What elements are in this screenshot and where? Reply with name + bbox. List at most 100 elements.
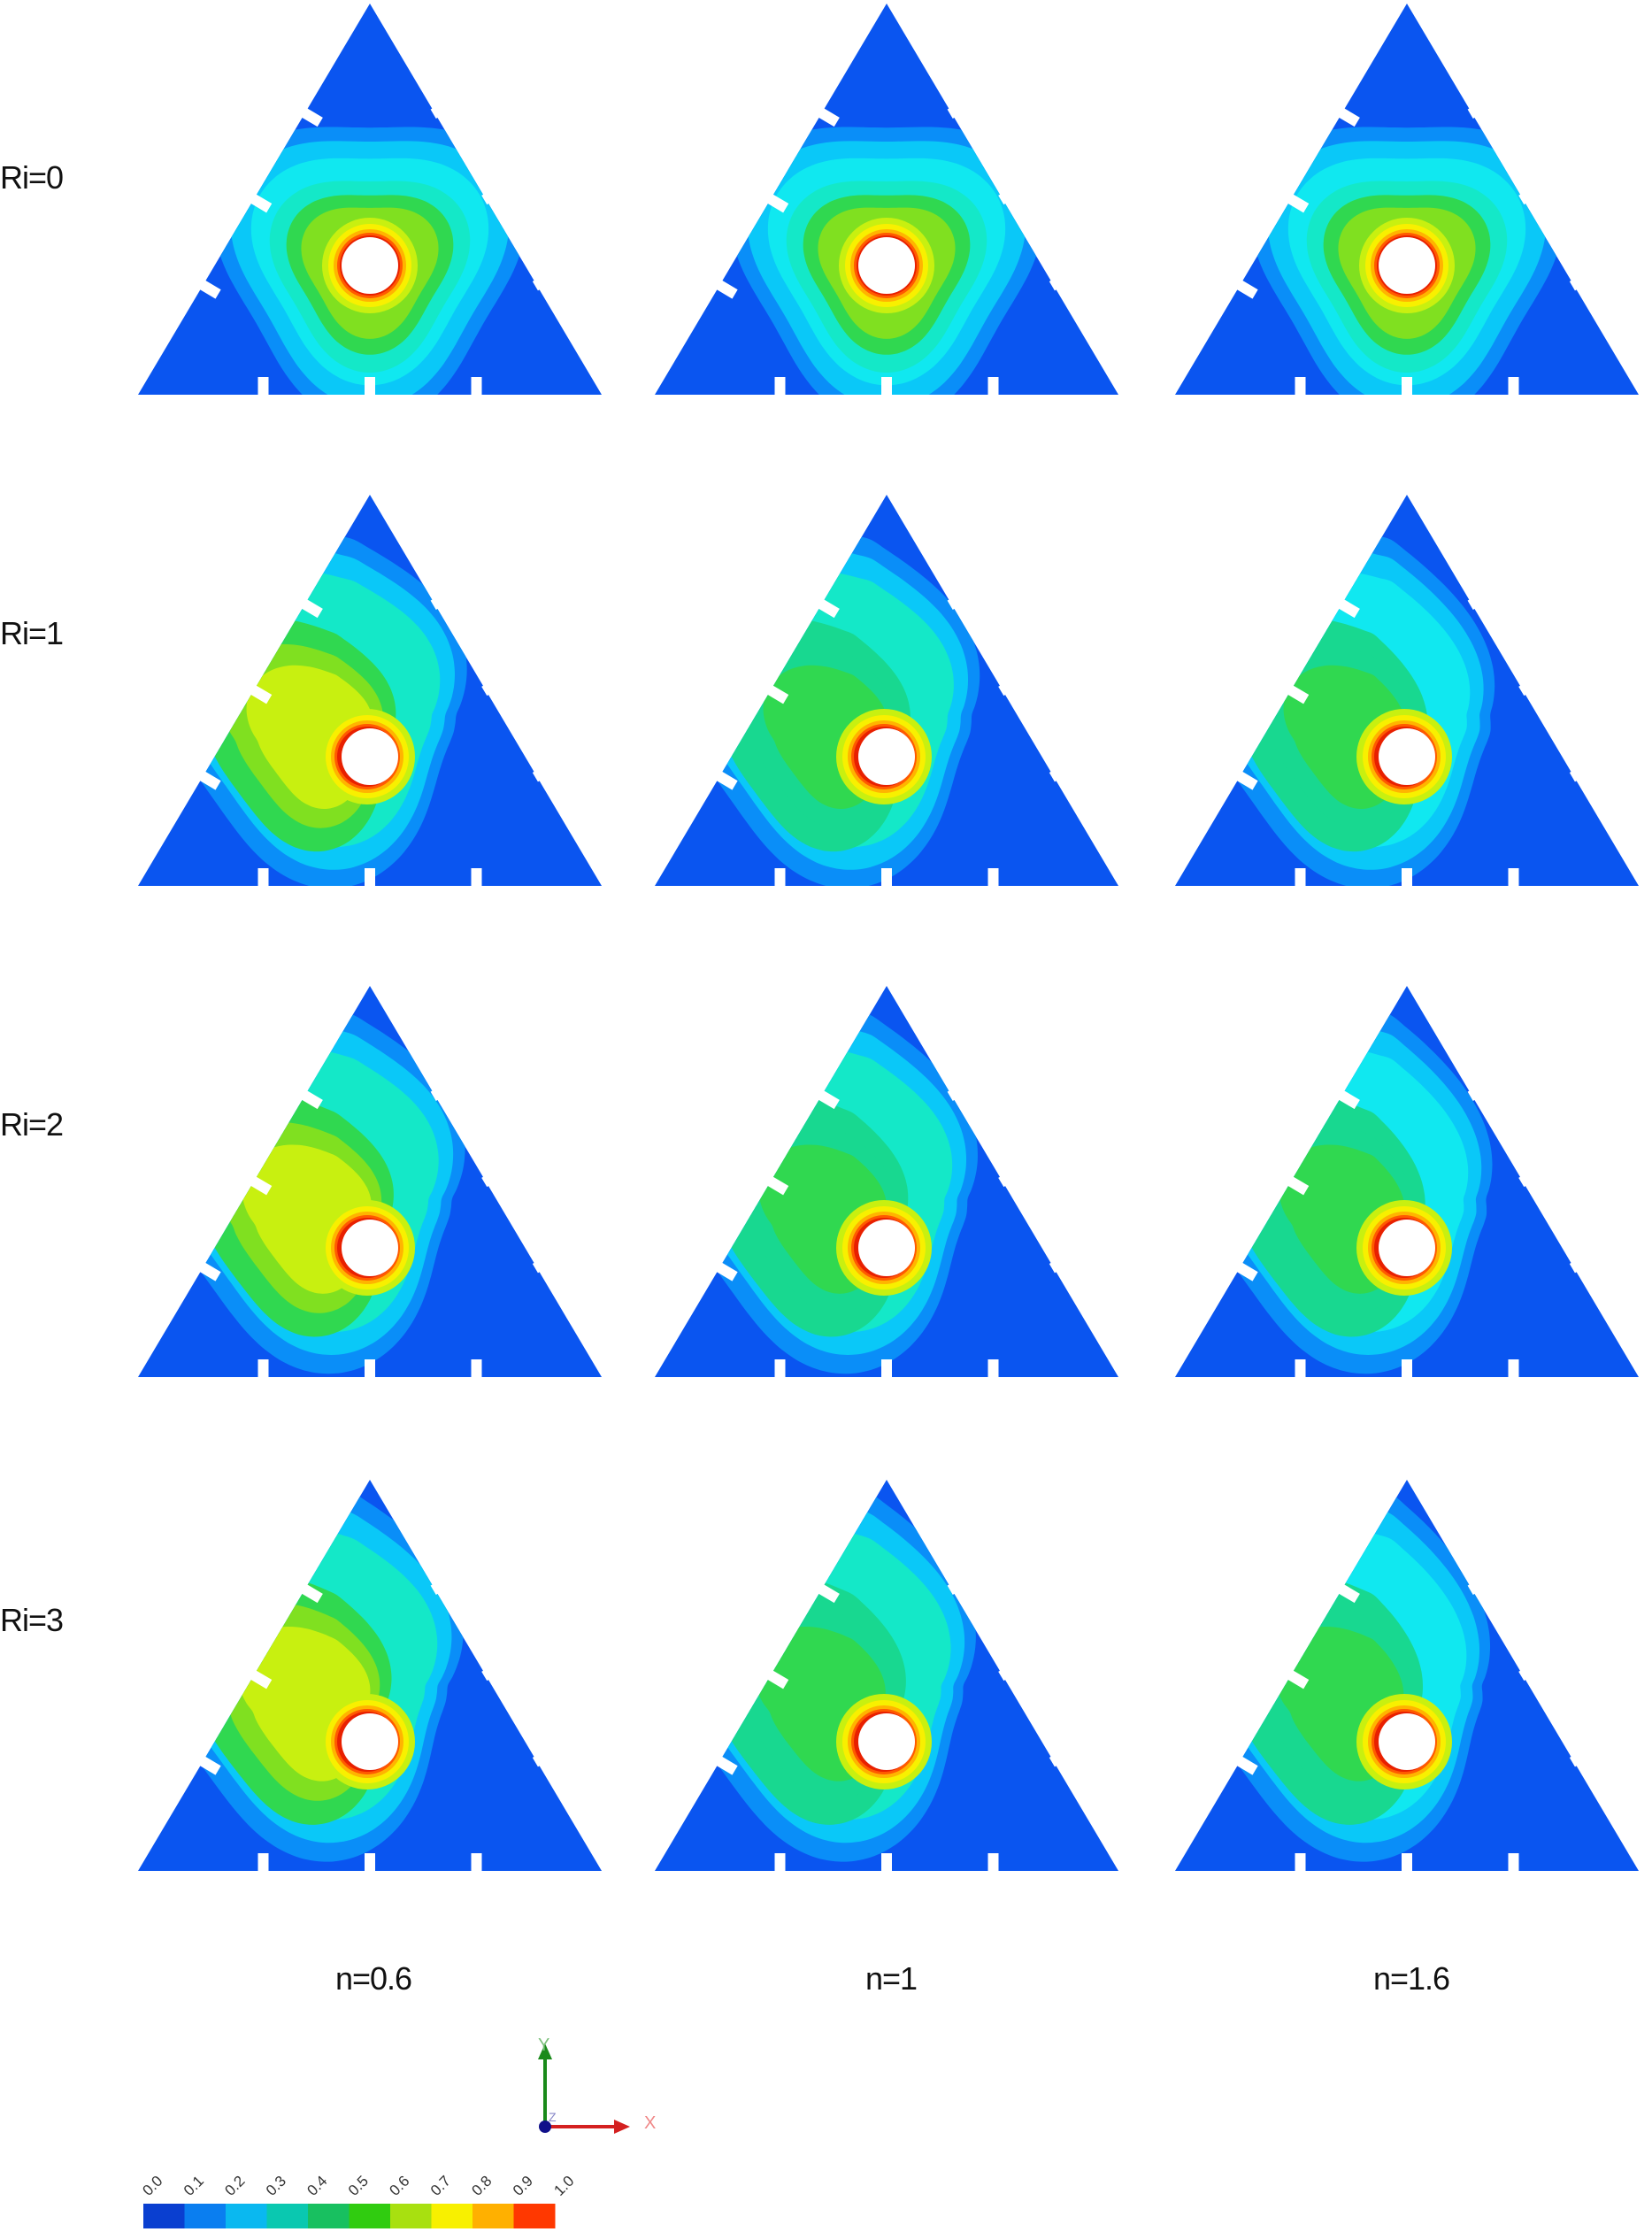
edge-slot [1337,598,1360,619]
edge-slot [947,590,970,610]
legend-swatch [226,2204,267,2228]
edge-slot [1235,1262,1258,1281]
edge-slot [1402,1853,1412,1873]
heated-cylinder [342,1713,398,1770]
edge-slot [365,377,375,396]
edge-slot [250,1175,273,1196]
legend-swatch [308,2204,350,2228]
edge-slot [1337,1089,1360,1110]
edge-slot [774,868,786,888]
contour-ri3-n1p6 [1168,1476,1646,1892]
edge-slot [532,271,555,291]
edge-slot [766,1669,789,1689]
edge-slot [300,1583,323,1604]
color-legend: 0.0 0.1 0.2 0.3 0.4 0.5 0.6 0.7 0.8 0.9 1.0 [142,2173,578,2228]
row-label-ri-3: Ri=3 [0,1602,64,1638]
legend-tick-label: 0.2 [221,2173,248,2199]
edge-slot [1569,1253,1592,1274]
edge-slot [365,868,375,888]
col-label-n-0p6: n=0.6 [334,1960,412,1997]
edge-slot [1287,193,1310,213]
edge-slot [947,1575,970,1595]
edge-slot [300,107,323,127]
edge-slot [1569,271,1592,291]
edge-slot [1295,1853,1306,1873]
edge-slot [1402,868,1412,888]
edge-slot [1287,1175,1310,1196]
edge-slot [1518,676,1541,697]
axis-triad: Y X Z [538,2036,656,2134]
edge-slot [532,1253,555,1274]
legend-tick-label: 0.8 [468,2173,495,2199]
edge-slot [532,762,555,782]
legend-tick-label: 1.0 [550,2173,577,2199]
heated-cylinder [1379,1220,1435,1276]
heated-cylinder [1379,728,1435,785]
edge-slot [481,185,504,205]
edge-slot [1467,1575,1490,1595]
edge-slot [198,280,221,299]
heated-cylinder [1379,237,1435,294]
contour-ri0-n1 [648,0,1126,416]
legend-swatch [473,2204,514,2228]
edge-slot [430,1081,453,1101]
edge-slot [1295,1359,1306,1379]
z-axis-label: Z [549,2110,557,2124]
row-label-ri-0: Ri=0 [0,159,64,196]
edge-slot [430,99,453,119]
contour-ri2-n1 [648,982,1126,1398]
edge-slot [250,1669,273,1689]
edge-slot [987,377,999,396]
edge-slot [1518,185,1541,205]
edge-slot [715,1756,738,1775]
heated-cylinder [858,1220,915,1276]
row-label-ri-1: Ri=1 [0,615,64,651]
edge-slot [947,1081,970,1101]
legend-tick-label: 0.0 [142,2173,166,2199]
legend-swatches [143,2204,556,2228]
legend-tick-label: 0.4 [304,2173,330,2199]
edge-slot [766,1175,789,1196]
edge-slot [987,868,999,888]
edge-slot [471,1853,482,1873]
edge-slot [1235,771,1258,790]
edge-slot [1049,271,1072,291]
contour-ri1-n1 [648,491,1126,907]
edge-slot [198,771,221,790]
legend-swatch [390,2204,432,2228]
edge-slot [817,1583,840,1604]
edge-slot [715,280,738,299]
edge-slot [250,193,273,213]
edge-slot [198,1262,221,1281]
contour-ri3-n0p6 [131,1476,609,1892]
edge-slot [257,1853,269,1873]
edge-slot [1518,1167,1541,1188]
contour-ri3-n1 [648,1476,1126,1892]
contour-ri1-n0p6 [131,491,609,907]
edge-slot [481,676,504,697]
x-arrowhead-icon [614,2120,630,2134]
edge-slot [817,1089,840,1110]
edge-slot [1049,1747,1072,1767]
edge-slot [471,1359,482,1379]
contour-ri0-n1p6 [1168,0,1646,416]
edge-slot [947,99,970,119]
edge-slot [430,1575,453,1595]
edge-slot [1049,1253,1072,1274]
edge-slot [1508,1359,1519,1379]
edge-slot [881,1853,892,1873]
edge-slot [250,684,273,704]
edge-slot [1467,1081,1490,1101]
edge-slot [817,598,840,619]
edge-slot [998,1661,1021,1682]
contour-ri2-n1p6 [1168,982,1646,1398]
legend-swatch [184,2204,227,2228]
y-axis-label: Y [538,2036,549,2055]
edge-slot [1402,1359,1412,1379]
edge-slot [766,684,789,704]
contour-ri1-n1p6 [1168,491,1646,907]
edge-slot [1508,377,1519,396]
edge-slot [987,1853,999,1873]
edge-slot [257,868,269,888]
